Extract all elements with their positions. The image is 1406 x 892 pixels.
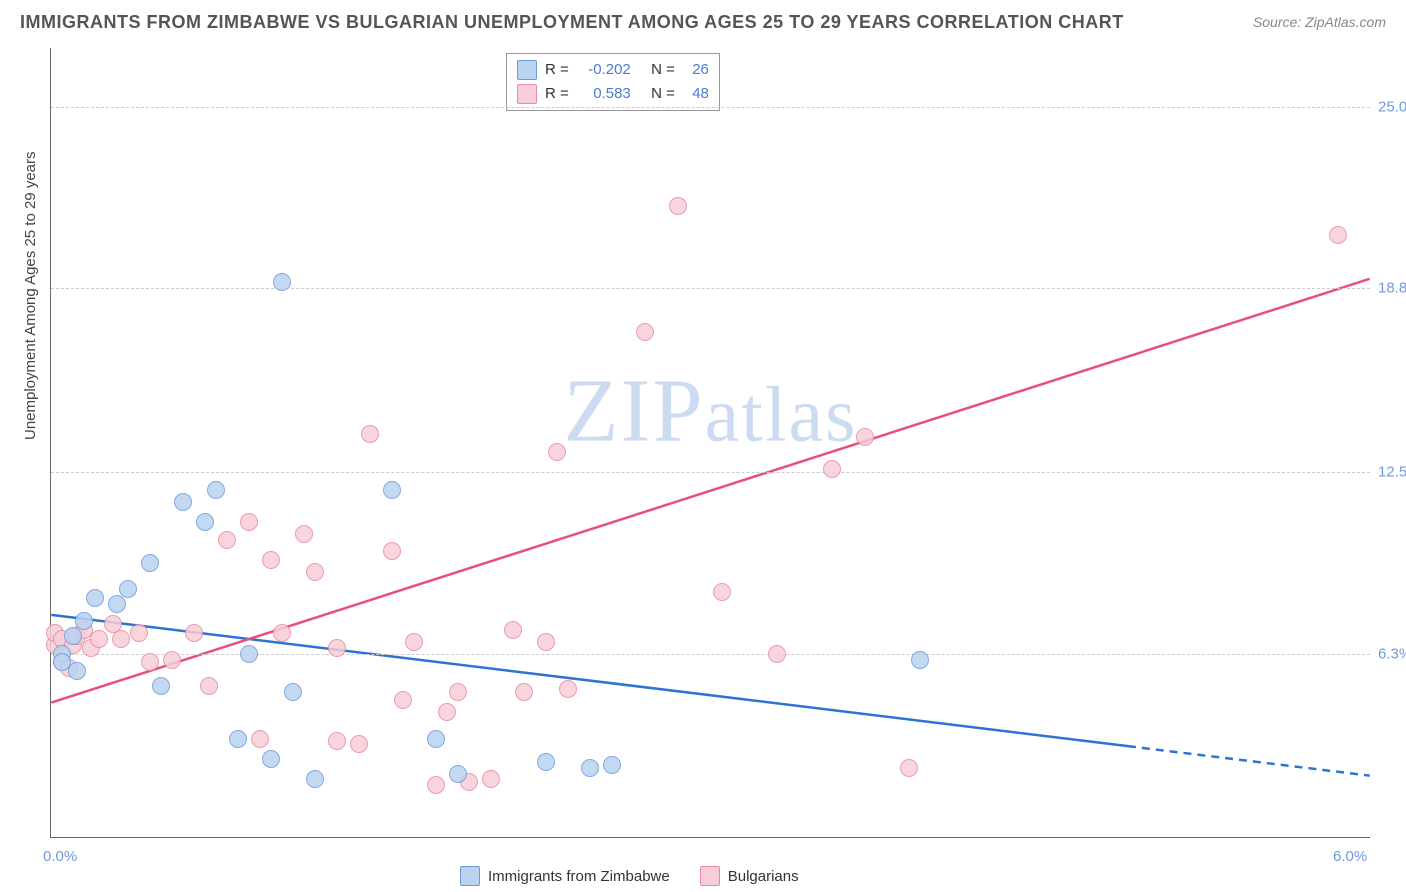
scatter-point [284, 683, 302, 701]
scatter-point [504, 621, 522, 639]
legend-row: R =0.583 N =48 [517, 82, 709, 106]
legend-label: Bulgarians [728, 868, 799, 885]
scatter-point [152, 677, 170, 695]
scatter-point [229, 730, 247, 748]
scatter-point [200, 677, 218, 695]
scatter-point [218, 531, 236, 549]
legend-swatch [517, 60, 537, 80]
scatter-point [68, 662, 86, 680]
scatter-point [383, 542, 401, 560]
scatter-point [262, 750, 280, 768]
scatter-point [328, 732, 346, 750]
legend-item: Bulgarians [700, 866, 799, 886]
scatter-point [108, 595, 126, 613]
scatter-point [86, 589, 104, 607]
scatter-point [394, 691, 412, 709]
scatter-point [207, 481, 225, 499]
scatter-point [427, 730, 445, 748]
scatter-point [603, 756, 621, 774]
scatter-point [328, 639, 346, 657]
scatter-point [823, 460, 841, 478]
scatter-point [669, 197, 687, 215]
scatter-point [768, 645, 786, 663]
legend-swatch [700, 866, 720, 886]
scatter-point [119, 580, 137, 598]
scatter-point [383, 481, 401, 499]
scatter-point [64, 627, 82, 645]
scatter-point [90, 630, 108, 648]
scatter-point [112, 630, 130, 648]
scatter-point [548, 443, 566, 461]
scatter-point [537, 633, 555, 651]
scatter-point [350, 735, 368, 753]
scatter-point [174, 493, 192, 511]
scatter-point [75, 612, 93, 630]
legend-label: Immigrants from Zimbabwe [488, 868, 670, 885]
grid-line [51, 288, 1370, 289]
scatter-point [130, 624, 148, 642]
scatter-point [306, 770, 324, 788]
scatter-point [262, 551, 280, 569]
scatter-point [581, 759, 599, 777]
y-tick-label: 25.0% [1378, 98, 1406, 115]
scatter-point [196, 513, 214, 531]
source-credit: Source: ZipAtlas.com [1253, 14, 1386, 30]
scatter-point [1329, 226, 1347, 244]
plot-area: ZIPatlas R =-0.202 N =26 R =0.583 N =48 … [50, 48, 1370, 838]
y-axis-title: Unemployment Among Ages 25 to 29 years [22, 151, 39, 440]
scatter-point [449, 683, 467, 701]
scatter-point [251, 730, 269, 748]
scatter-point [911, 651, 929, 669]
scatter-point [163, 651, 181, 669]
scatter-point [449, 765, 467, 783]
scatter-point [559, 680, 577, 698]
scatter-point [438, 703, 456, 721]
scatter-point [537, 753, 555, 771]
scatter-point [306, 563, 324, 581]
scatter-point [240, 645, 258, 663]
y-tick-label: 18.8% [1378, 279, 1406, 296]
scatter-point [141, 554, 159, 572]
x-tick-label: 0.0% [43, 848, 77, 865]
scatter-point [405, 633, 423, 651]
scatter-point [273, 624, 291, 642]
series-legend: Immigrants from Zimbabwe Bulgarians [460, 866, 799, 886]
scatter-point [185, 624, 203, 642]
trend-line [51, 279, 1369, 703]
y-tick-label: 6.3% [1378, 645, 1406, 662]
scatter-point [295, 525, 313, 543]
scatter-point [240, 513, 258, 531]
scatter-point [361, 425, 379, 443]
scatter-point [141, 653, 159, 671]
scatter-point [273, 273, 291, 291]
scatter-point [427, 776, 445, 794]
chart-title: IMMIGRANTS FROM ZIMBABWE VS BULGARIAN UN… [20, 12, 1124, 33]
scatter-point [636, 323, 654, 341]
scatter-point [482, 770, 500, 788]
legend-item: Immigrants from Zimbabwe [460, 866, 670, 886]
legend-swatch [460, 866, 480, 886]
correlation-legend: R =-0.202 N =26 R =0.583 N =48 [506, 53, 720, 111]
x-tick-label: 6.0% [1333, 848, 1367, 865]
scatter-point [713, 583, 731, 601]
trend-lines-layer [51, 48, 1370, 837]
grid-line [51, 472, 1370, 473]
grid-line [51, 107, 1370, 108]
y-tick-label: 12.5% [1378, 464, 1406, 481]
scatter-point [900, 759, 918, 777]
scatter-point [856, 428, 874, 446]
legend-row: R =-0.202 N =26 [517, 58, 709, 82]
trend-line [1128, 746, 1370, 775]
scatter-point [515, 683, 533, 701]
legend-swatch [517, 84, 537, 104]
